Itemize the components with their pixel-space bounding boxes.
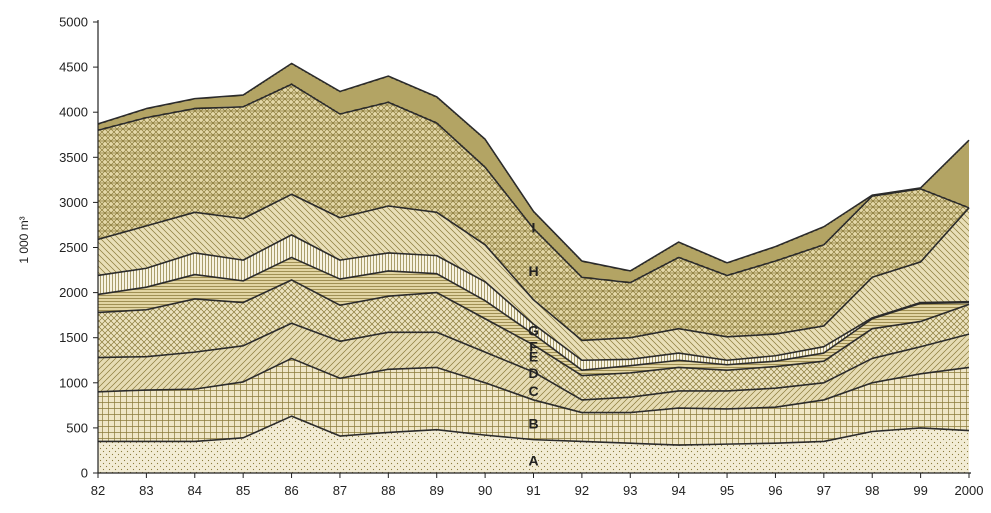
area-D [98,279,969,400]
layer-label-C: C [528,383,538,399]
x-tick-label: 93 [623,483,637,498]
area-H [98,84,969,341]
x-tick-label: 92 [575,483,589,498]
x-tick-label: 97 [817,483,831,498]
y-tick-label: 1000 [59,375,88,390]
boundary-A [98,415,970,446]
x-tick-label: 88 [381,483,395,498]
x-tick-label: 84 [188,483,202,498]
x-tick-label: 99 [913,483,927,498]
boundary-I [97,62,970,272]
layer-label-A: A [528,452,538,468]
y-tick-label: 5000 [59,15,88,30]
x-tick-label: 90 [478,483,492,498]
x-tick-label: 2000 [955,483,984,498]
x-tick-label: 87 [333,483,347,498]
y-tick-label: 0 [81,466,88,481]
x-tick-label: 86 [284,483,298,498]
x-tick-label: 96 [768,483,782,498]
boundary-D [97,279,970,377]
boundary-B [97,357,970,414]
boundary-F [97,234,970,362]
layer-label-F: F [529,339,538,355]
y-tick-label: 2500 [59,240,88,255]
area-B [98,358,969,446]
y-tick-label: 500 [66,420,88,435]
y-tick-label: 2000 [59,285,88,300]
y-tick-label: 1500 [59,330,88,345]
boundary-H [97,83,970,284]
y-tick-label: 4500 [59,60,88,75]
y-tick-label: 3000 [59,195,88,210]
layer-label-E: E [529,349,538,365]
area-G [98,194,969,361]
x-tick-label: 85 [236,483,250,498]
layer-boundaries [97,62,970,446]
y-tick-label: 3500 [59,150,88,165]
boundary-E [97,256,970,371]
layer-label-D: D [528,365,538,381]
y-tick-label: 4000 [59,105,88,120]
area-E [98,257,969,376]
layer-label-I: I [532,220,536,236]
x-tick-label: 98 [865,483,879,498]
layer-label-B: B [528,415,538,431]
x-tick-label: 83 [139,483,153,498]
x-tick-label: 95 [720,483,734,498]
area-A [98,416,969,473]
layer-label-G: G [528,322,539,338]
boundary-G [97,193,970,342]
axes: 0 500 1000 1500 2000 2500 3000 3500 4000 4500 5000… [59,15,983,499]
x-tick-label: 89 [429,483,443,498]
x-tick-label: 91 [526,483,540,498]
layer-label-H: H [528,263,538,279]
y-axis-title: 1 000 m³ [17,216,31,263]
x-tick-label: 82 [91,483,105,498]
x-tick-label: 94 [671,483,685,498]
boundary-C [97,322,970,401]
